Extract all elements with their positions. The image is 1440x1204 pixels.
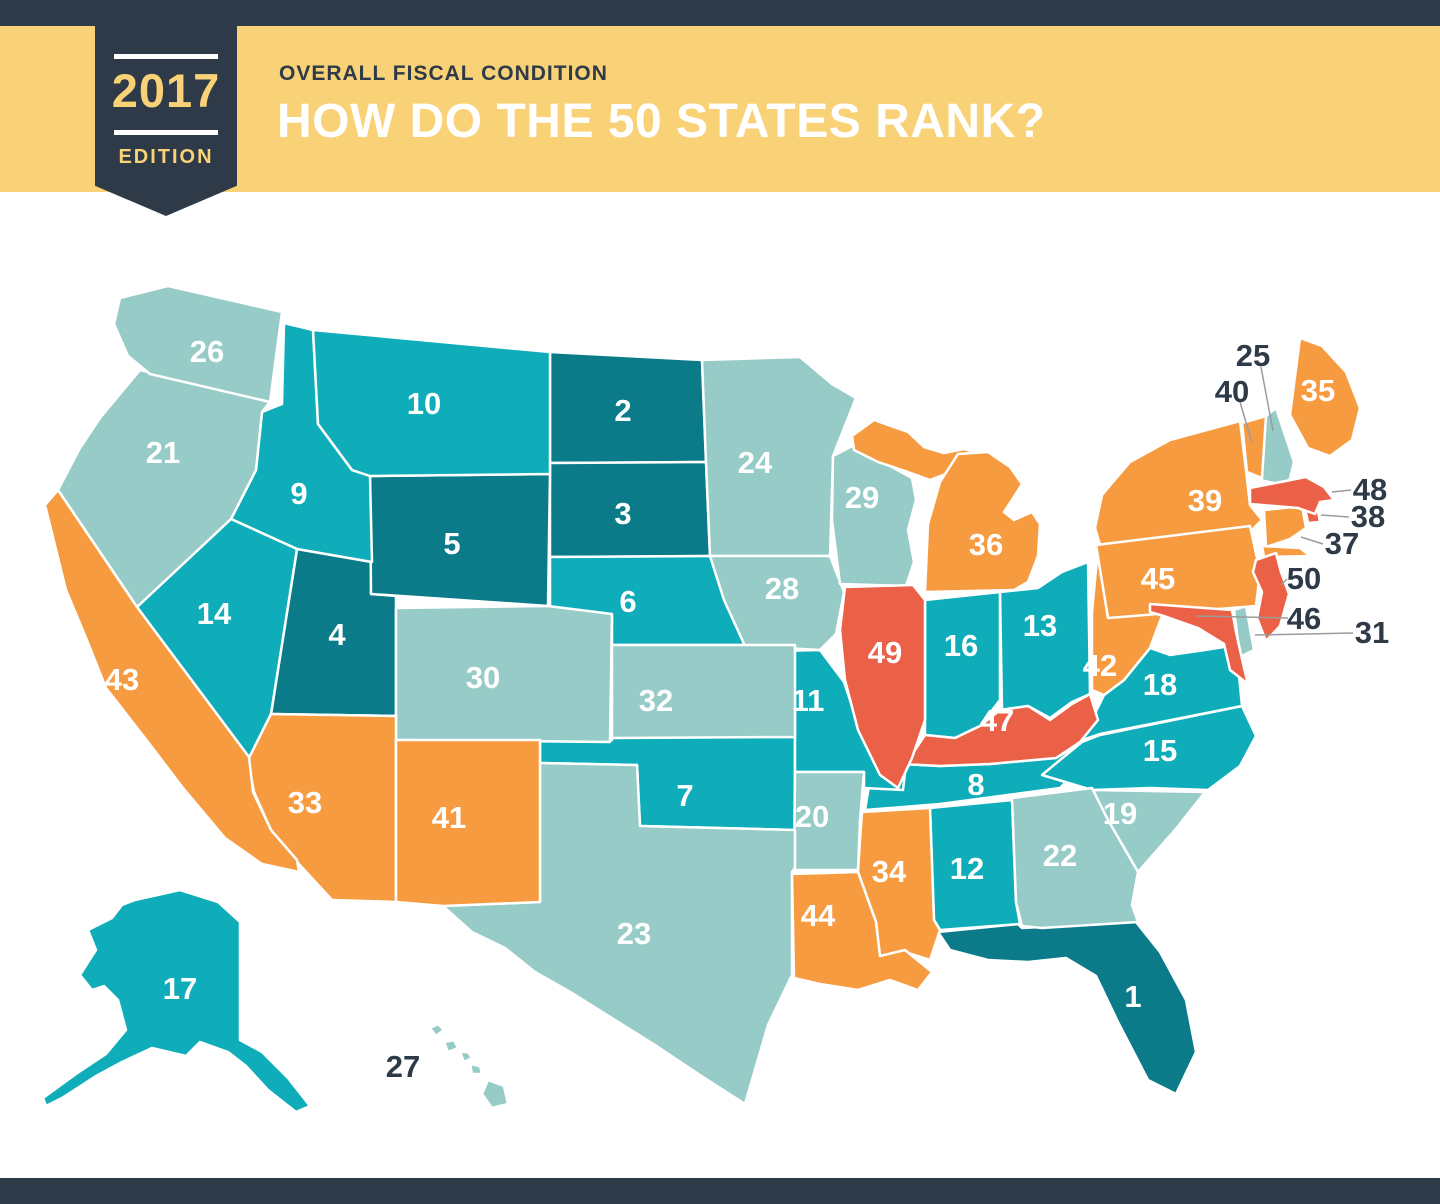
state-WY[interactable] [368,472,552,608]
callout-rank-CT: 37 [1325,526,1359,561]
state-AK[interactable] [41,888,312,1114]
state-MA[interactable] [1248,475,1336,516]
state-MD[interactable] [1148,602,1250,686]
state-MT[interactable] [311,328,552,478]
callout-rank-VT: 40 [1215,374,1249,409]
top-bar [0,0,1440,26]
ribbon-rule-bottom [114,130,218,135]
state-WA[interactable] [112,284,284,404]
state-NJ[interactable] [1251,551,1291,643]
callout-rank-MD: 46 [1287,601,1321,636]
state-HI[interactable] [458,1050,474,1064]
leader-line-CT [1300,536,1324,545]
leader-line-MA [1331,489,1352,493]
callout-rank-HI: 27 [386,1049,420,1084]
edition-year: 2017 [111,64,221,117]
state-KY[interactable] [901,692,1100,770]
state-TX[interactable] [441,761,797,1106]
state-IA[interactable] [708,554,846,652]
state-MI[interactable] [923,450,1042,594]
leader-line-NJ [1280,578,1288,586]
leader-line-DE [1254,632,1354,636]
state-HI[interactable] [442,1038,460,1054]
state-IL[interactable] [838,583,927,790]
state-SD[interactable] [548,460,712,559]
state-AZ[interactable] [246,712,398,904]
state-VT[interactable] [1240,414,1268,480]
footer-bar [0,1178,1440,1204]
state-CA[interactable] [43,488,301,874]
callout-rank-MA: 48 [1353,472,1387,507]
state-ND[interactable] [548,350,708,465]
header-band [0,26,1440,192]
page-title: HOW DO THE 50 STATES RANK? [277,95,1046,148]
state-KS[interactable] [610,643,797,740]
state-ME[interactable] [1288,336,1362,458]
edition-label: EDITION [118,146,214,168]
leader-line-MD [1196,615,1289,619]
edition-ribbon: 2017 EDITION [95,0,237,216]
ribbon-rule-top [114,54,218,59]
state-FL[interactable] [936,920,1198,1096]
callout-rank-DE: 31 [1355,615,1389,650]
callout-rank-RI: 38 [1351,499,1385,534]
state-CT[interactable] [1262,504,1308,549]
state-HI[interactable] [428,1022,446,1038]
state-AL[interactable] [928,798,1022,932]
state-OR[interactable] [56,368,272,609]
leader-line-VT [1239,401,1253,444]
state-HI[interactable] [480,1078,510,1110]
state-HI[interactable] [468,1062,484,1076]
kicker-text: OVERALL FISCAL CONDITION [279,62,608,85]
callout-rank-NJ: 50 [1287,561,1321,596]
state-LA[interactable] [790,870,934,992]
leader-line-RI [1320,514,1350,518]
state-IN[interactable] [923,590,1002,740]
state-NM[interactable] [394,738,542,908]
state-PA[interactable] [1094,524,1262,620]
state-CO[interactable] [394,604,614,744]
callout-rank-NH: 25 [1236,338,1270,373]
state-AR[interactable] [792,770,866,872]
state-GA[interactable] [1010,786,1140,930]
leader-line-NH [1260,366,1274,432]
